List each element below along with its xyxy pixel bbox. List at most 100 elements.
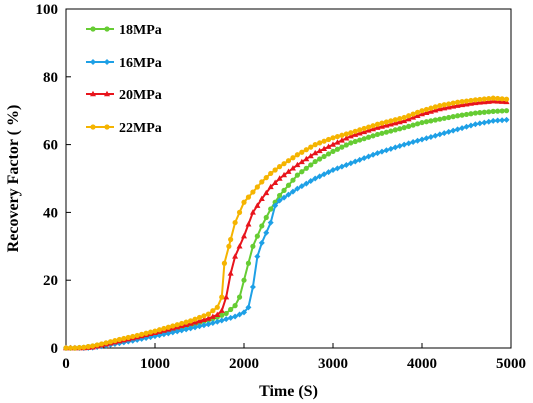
data-point <box>481 119 488 126</box>
data-point <box>254 253 261 260</box>
data-point <box>428 105 434 111</box>
data-point <box>357 127 363 133</box>
data-point <box>357 137 363 143</box>
data-point <box>499 108 505 114</box>
data-point <box>241 199 247 205</box>
data-point <box>72 345 78 351</box>
data-point <box>281 187 287 193</box>
data-point <box>232 313 239 320</box>
data-point <box>414 109 421 115</box>
data-point <box>254 233 260 239</box>
data-point <box>285 191 292 198</box>
data-point <box>272 167 278 173</box>
data-point <box>450 127 457 134</box>
data-point <box>419 136 425 143</box>
data-point <box>441 115 447 121</box>
data-point <box>298 158 305 165</box>
data-point <box>254 202 261 208</box>
legend-item: 20MPa <box>86 88 162 103</box>
data-point <box>427 133 434 140</box>
data-point <box>423 135 430 142</box>
data-point <box>388 128 394 134</box>
data-point <box>281 194 288 201</box>
data-point <box>187 325 194 332</box>
data-point <box>397 116 403 122</box>
data-point <box>290 155 296 161</box>
data-point <box>263 214 269 221</box>
data-point <box>226 243 232 249</box>
x-tick-label: 5000 <box>496 356 526 372</box>
data-point <box>308 162 314 168</box>
data-point <box>361 136 367 142</box>
legend-label: 18MPa <box>119 23 162 38</box>
data-point <box>228 236 234 243</box>
data-point <box>490 95 496 101</box>
data-point <box>236 209 243 215</box>
data-point <box>365 153 372 160</box>
data-point <box>205 311 211 317</box>
data-point <box>463 101 470 107</box>
data-point <box>285 182 292 188</box>
data-point <box>379 130 385 136</box>
data-point <box>250 243 256 249</box>
data-point <box>285 168 292 174</box>
data-point <box>410 139 417 146</box>
data-point <box>441 104 448 111</box>
data-point <box>392 144 399 151</box>
data-point <box>503 96 510 102</box>
data-point <box>370 123 376 129</box>
data-point <box>450 103 457 109</box>
data-point <box>308 144 314 150</box>
data-point <box>383 119 389 125</box>
data-point <box>259 179 265 185</box>
data-point <box>289 165 296 171</box>
data-point <box>249 283 256 290</box>
data-point <box>161 325 167 332</box>
y-tick-label: 0 <box>51 341 59 357</box>
data-point <box>174 322 180 328</box>
data-point <box>321 138 327 144</box>
data-point <box>112 338 118 344</box>
data-point <box>397 126 403 132</box>
data-point <box>134 332 140 339</box>
legend: 18MPa 16MPa 20MPa 22MPa <box>86 23 162 136</box>
data-point <box>352 138 358 145</box>
data-point <box>356 156 363 163</box>
data-point <box>268 206 274 212</box>
data-point <box>249 209 256 215</box>
data-point <box>236 294 243 300</box>
data-point <box>221 260 228 266</box>
data-point <box>352 158 359 165</box>
data-point <box>312 149 319 156</box>
data-point <box>437 103 443 109</box>
data-point <box>366 134 372 140</box>
data-point <box>76 345 82 351</box>
data-point <box>361 128 368 135</box>
data-point <box>446 101 452 107</box>
data-point <box>334 146 341 152</box>
data-point <box>476 120 483 127</box>
data-point <box>281 161 287 167</box>
data-point <box>347 160 354 167</box>
data-point <box>334 139 341 145</box>
data-point <box>410 111 416 117</box>
data-point <box>374 131 381 138</box>
y-axis: 0 20 40 60 80 100 <box>36 2 71 357</box>
data-point <box>325 151 332 157</box>
data-point <box>99 341 105 347</box>
legend-item: 22MPa <box>86 121 162 136</box>
data-point <box>459 101 466 108</box>
data-point <box>378 148 385 155</box>
data-point <box>156 327 163 333</box>
x-axis-title: Time (S) <box>259 383 318 400</box>
data-point <box>379 120 385 126</box>
data-point <box>463 123 470 130</box>
data-point <box>392 119 399 126</box>
data-point <box>414 112 421 118</box>
data-point <box>325 143 332 149</box>
legend-label: 20MPa <box>119 88 162 103</box>
data-point <box>245 304 252 311</box>
data-point <box>152 328 158 334</box>
data-point <box>285 158 292 164</box>
